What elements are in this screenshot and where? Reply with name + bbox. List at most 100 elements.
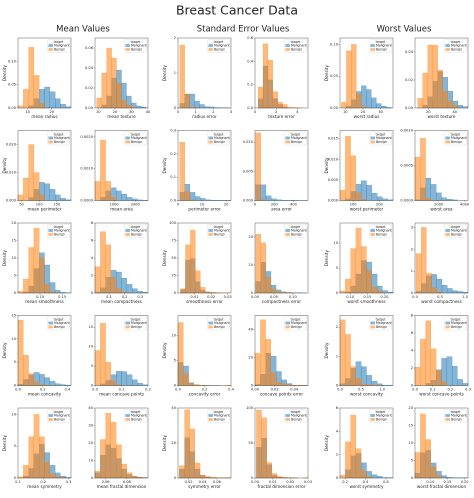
- legend-swatch: [208, 48, 213, 51]
- legend-swatch: [445, 418, 450, 421]
- histogram-bar: [255, 132, 261, 201]
- x-tick-label: 0.02: [185, 480, 193, 484]
- histogram-bar: [106, 47, 112, 109]
- x-tick-label: 0.06: [102, 480, 111, 484]
- y-tick-label: 0.4: [247, 59, 253, 63]
- x-tick-label: 0.4: [64, 388, 70, 392]
- x-tick-label: 2: [212, 110, 214, 114]
- y-tick-label: 10: [11, 256, 16, 260]
- axes-frame: [254, 37, 309, 109]
- y-tick-label: 0: [336, 384, 339, 388]
- axes-frame: [17, 407, 72, 479]
- legend-label: Malignant: [131, 44, 147, 48]
- histogram-bar: [200, 287, 206, 294]
- histogram-bar: [126, 197, 133, 201]
- histogram-bar: [179, 465, 185, 479]
- legend-label: Benign: [376, 233, 387, 237]
- histogram-bar: [382, 198, 388, 201]
- axes-frame: [339, 315, 394, 386]
- x-tick-label: 0.1: [106, 295, 112, 299]
- legend-title: target: [451, 133, 461, 137]
- histogram-bar: [54, 194, 61, 201]
- legend-box: [284, 316, 307, 331]
- legend-label: Benign: [131, 233, 142, 237]
- histogram-bar: [351, 44, 357, 109]
- legend-label: Benign: [54, 233, 65, 237]
- histogram-bar: [377, 290, 383, 294]
- legend-title: target: [291, 225, 301, 229]
- x-tick-label: 40: [452, 110, 457, 114]
- y-tick-label: 50: [171, 256, 176, 260]
- histogram-bar: [281, 383, 287, 386]
- histogram-bar: [265, 195, 272, 201]
- legend-swatch: [285, 48, 290, 51]
- y-tick-label: 0.010: [6, 171, 17, 175]
- histogram-bar: [60, 198, 66, 201]
- y-axis-label: Density: [162, 157, 167, 173]
- x-tick-label: 0.1: [430, 388, 436, 392]
- histogram-bar: [339, 190, 346, 201]
- histogram-bar: [339, 319, 346, 386]
- legend-swatch: [285, 229, 290, 232]
- histogram-bar: [121, 371, 127, 386]
- histogram-bar: [420, 138, 426, 201]
- histogram-bar: [276, 476, 283, 479]
- histogram-bar: [126, 104, 132, 109]
- y-tick-label: 0.3: [170, 129, 176, 133]
- legend-swatch: [285, 136, 290, 140]
- legend-label: Benign: [291, 140, 302, 144]
- legend-swatch: [125, 414, 130, 417]
- histogram-bar: [355, 192, 362, 201]
- axes-frame: [414, 37, 469, 109]
- histogram-bar: [258, 86, 264, 109]
- histogram-bar: [94, 470, 101, 479]
- x-axis-label: mean area: [110, 207, 133, 212]
- legend-swatch: [208, 44, 213, 47]
- legend-label: Malignant: [54, 321, 70, 325]
- legend-title: target: [451, 318, 461, 322]
- legend-swatch: [48, 414, 53, 417]
- histogram-bar: [271, 198, 277, 201]
- histogram-bar: [184, 409, 190, 479]
- legend-label: Malignant: [451, 229, 467, 233]
- legend-label: Malignant: [214, 136, 230, 140]
- histogram-bar: [371, 192, 378, 201]
- histogram-bar: [33, 228, 40, 294]
- histogram-bar: [33, 172, 40, 201]
- legend-swatch: [208, 414, 213, 417]
- y-tick-label: 40: [88, 406, 93, 410]
- y-tick-label: 0: [251, 476, 254, 480]
- x-tick-label: 3: [230, 110, 232, 114]
- histogram-bar: [426, 273, 432, 294]
- x-tick-label: 20: [224, 203, 229, 207]
- y-tick-label: 0.02: [405, 78, 413, 82]
- histogram-bar: [376, 103, 382, 109]
- y-axis-label: Density: [162, 250, 167, 266]
- y-tick-label: 5: [336, 266, 338, 270]
- legend-swatch: [445, 140, 450, 144]
- histogram-bar: [275, 291, 282, 294]
- x-axis-label: perimeter error: [188, 207, 220, 212]
- axes-frame: [339, 222, 394, 294]
- histogram-bar: [100, 231, 106, 294]
- histogram-bar: [100, 439, 106, 479]
- histogram-bar: [126, 472, 133, 479]
- legend-box: [284, 131, 307, 146]
- legend-box: [47, 224, 70, 238]
- histogram-bar: [345, 136, 351, 201]
- histogram-bar: [271, 473, 278, 479]
- histogram-bar: [28, 436, 35, 479]
- histogram-bar: [270, 288, 277, 294]
- x-tick-label: 0.02: [271, 388, 279, 392]
- y-tick-label: 20: [408, 406, 413, 410]
- histogram-bar: [425, 198, 432, 201]
- x-tick-label: 0.15: [363, 295, 371, 299]
- x-tick-label: 0.20: [461, 480, 470, 484]
- legend-title: target: [131, 225, 141, 229]
- histogram-bar: [188, 382, 195, 386]
- histogram-bar: [39, 194, 45, 201]
- histogram-bar: [355, 227, 362, 294]
- legend-label: Benign: [451, 140, 462, 144]
- histogram-bar: [457, 105, 464, 109]
- histogram-bar: [132, 476, 138, 479]
